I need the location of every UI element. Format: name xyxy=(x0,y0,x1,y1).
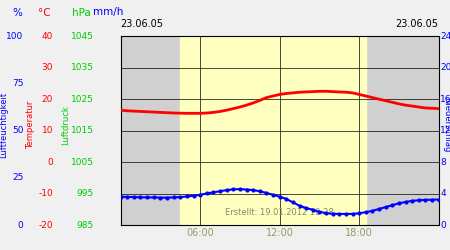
Text: -20: -20 xyxy=(38,220,53,230)
Text: °C: °C xyxy=(38,8,50,18)
Text: 1025: 1025 xyxy=(71,95,94,104)
Text: Erstellt: 19.01.2012 10:28: Erstellt: 19.01.2012 10:28 xyxy=(225,208,334,218)
Text: 0: 0 xyxy=(47,158,53,166)
Text: 50: 50 xyxy=(12,126,23,135)
Text: 25: 25 xyxy=(12,173,23,182)
Text: 23.06.05: 23.06.05 xyxy=(396,19,439,29)
Text: 16: 16 xyxy=(440,95,450,104)
Text: 100: 100 xyxy=(6,32,23,41)
Text: 75: 75 xyxy=(12,79,23,88)
Text: -10: -10 xyxy=(38,189,53,198)
Text: 20: 20 xyxy=(42,95,53,104)
Text: 8: 8 xyxy=(440,158,446,166)
Text: 995: 995 xyxy=(76,189,94,198)
Text: Temperatur: Temperatur xyxy=(26,101,35,149)
Text: 1015: 1015 xyxy=(71,126,94,135)
Text: Luftfeuchtigkeit: Luftfeuchtigkeit xyxy=(0,92,8,158)
Text: mm/h: mm/h xyxy=(93,8,123,18)
Text: 20: 20 xyxy=(440,63,450,72)
Text: 24: 24 xyxy=(440,32,450,41)
Bar xyxy=(180,36,366,225)
Text: 23.06.05: 23.06.05 xyxy=(121,19,164,29)
Bar xyxy=(366,36,439,225)
Text: 30: 30 xyxy=(41,63,53,72)
Text: 0: 0 xyxy=(440,220,446,230)
Text: Niederschlag: Niederschlag xyxy=(442,97,450,153)
Text: %: % xyxy=(12,8,22,18)
Text: 4: 4 xyxy=(440,189,445,198)
Text: hPa: hPa xyxy=(72,8,90,18)
Text: 12: 12 xyxy=(440,126,450,135)
Text: 985: 985 xyxy=(76,220,94,230)
Text: 1045: 1045 xyxy=(71,32,94,41)
Text: 40: 40 xyxy=(42,32,53,41)
Text: 0: 0 xyxy=(18,220,23,230)
Bar xyxy=(121,36,180,225)
Text: 10: 10 xyxy=(41,126,53,135)
Text: Luftdruck: Luftdruck xyxy=(61,105,70,145)
Text: 1035: 1035 xyxy=(71,63,94,72)
Text: 1005: 1005 xyxy=(71,158,94,166)
